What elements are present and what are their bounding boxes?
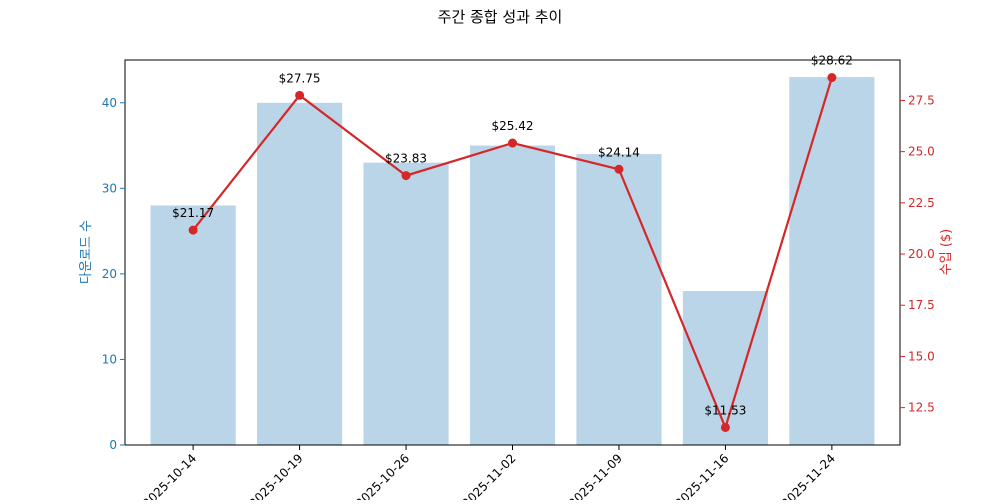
data-label: $21.17: [172, 206, 214, 220]
x-tick-label: 2025-10-14: [140, 451, 199, 500]
data-label: $28.62: [811, 54, 853, 68]
y-tick-right-label: 20.0: [908, 247, 935, 261]
y-tick-left-label: 10: [102, 352, 117, 366]
x-tick-label: 2025-11-24: [779, 451, 838, 500]
y-tick-right-label: 17.5: [908, 298, 935, 312]
line-point: [401, 171, 411, 181]
y-tick-left-label: 30: [102, 181, 117, 195]
y-tick-right-label: 27.5: [908, 93, 935, 107]
y-axis-left-label: 다운로드 수: [79, 220, 94, 284]
line-layer: [188, 73, 837, 432]
y-tick-right-label: 15.0: [908, 349, 935, 363]
x-tick-label: 2025-11-09: [566, 451, 625, 500]
chart-title: 주간 종합 성과 추이: [438, 8, 563, 26]
bar: [257, 102, 343, 446]
line-point: [508, 138, 517, 148]
bar: [469, 145, 556, 446]
y-tick-right-label: 22.5: [908, 196, 935, 210]
line-point: [188, 225, 198, 235]
data-label: $27.75: [279, 71, 321, 85]
line-point: [827, 73, 837, 83]
y-axis-right-label: 수입 ($): [939, 229, 954, 275]
data-label: $23.83: [385, 152, 427, 166]
data-label: $25.42: [492, 119, 534, 133]
bar: [576, 154, 662, 445]
y-tick-left-label: 40: [102, 96, 117, 110]
line-point: [720, 422, 730, 432]
bar: [150, 205, 236, 445]
line-point: [295, 90, 305, 100]
labels-layer: $21.17 $27.75 $23.83 $25.42 $24.14 $11.53 $28.…: [172, 54, 853, 418]
x-tick-label: 2025-10-26: [353, 451, 412, 500]
bar: [363, 162, 449, 445]
y-tick-right-label: 25.0: [908, 145, 935, 159]
y-tick-right-label: 12.5: [908, 401, 935, 415]
x-tick-label: 2025-11-02: [459, 451, 518, 500]
bar: [789, 77, 875, 445]
data-label: $11.53: [704, 403, 746, 417]
x-tick-label: 2025-10-19: [246, 451, 305, 500]
bars-layer: [150, 77, 875, 446]
y-tick-left-label: 0: [109, 438, 117, 452]
x-tick-label: 2025-11-16: [672, 451, 731, 500]
data-label: $24.14: [598, 145, 640, 159]
bar: [682, 291, 768, 445]
line-point: [614, 164, 624, 174]
y-tick-left-label: 20: [102, 267, 117, 281]
